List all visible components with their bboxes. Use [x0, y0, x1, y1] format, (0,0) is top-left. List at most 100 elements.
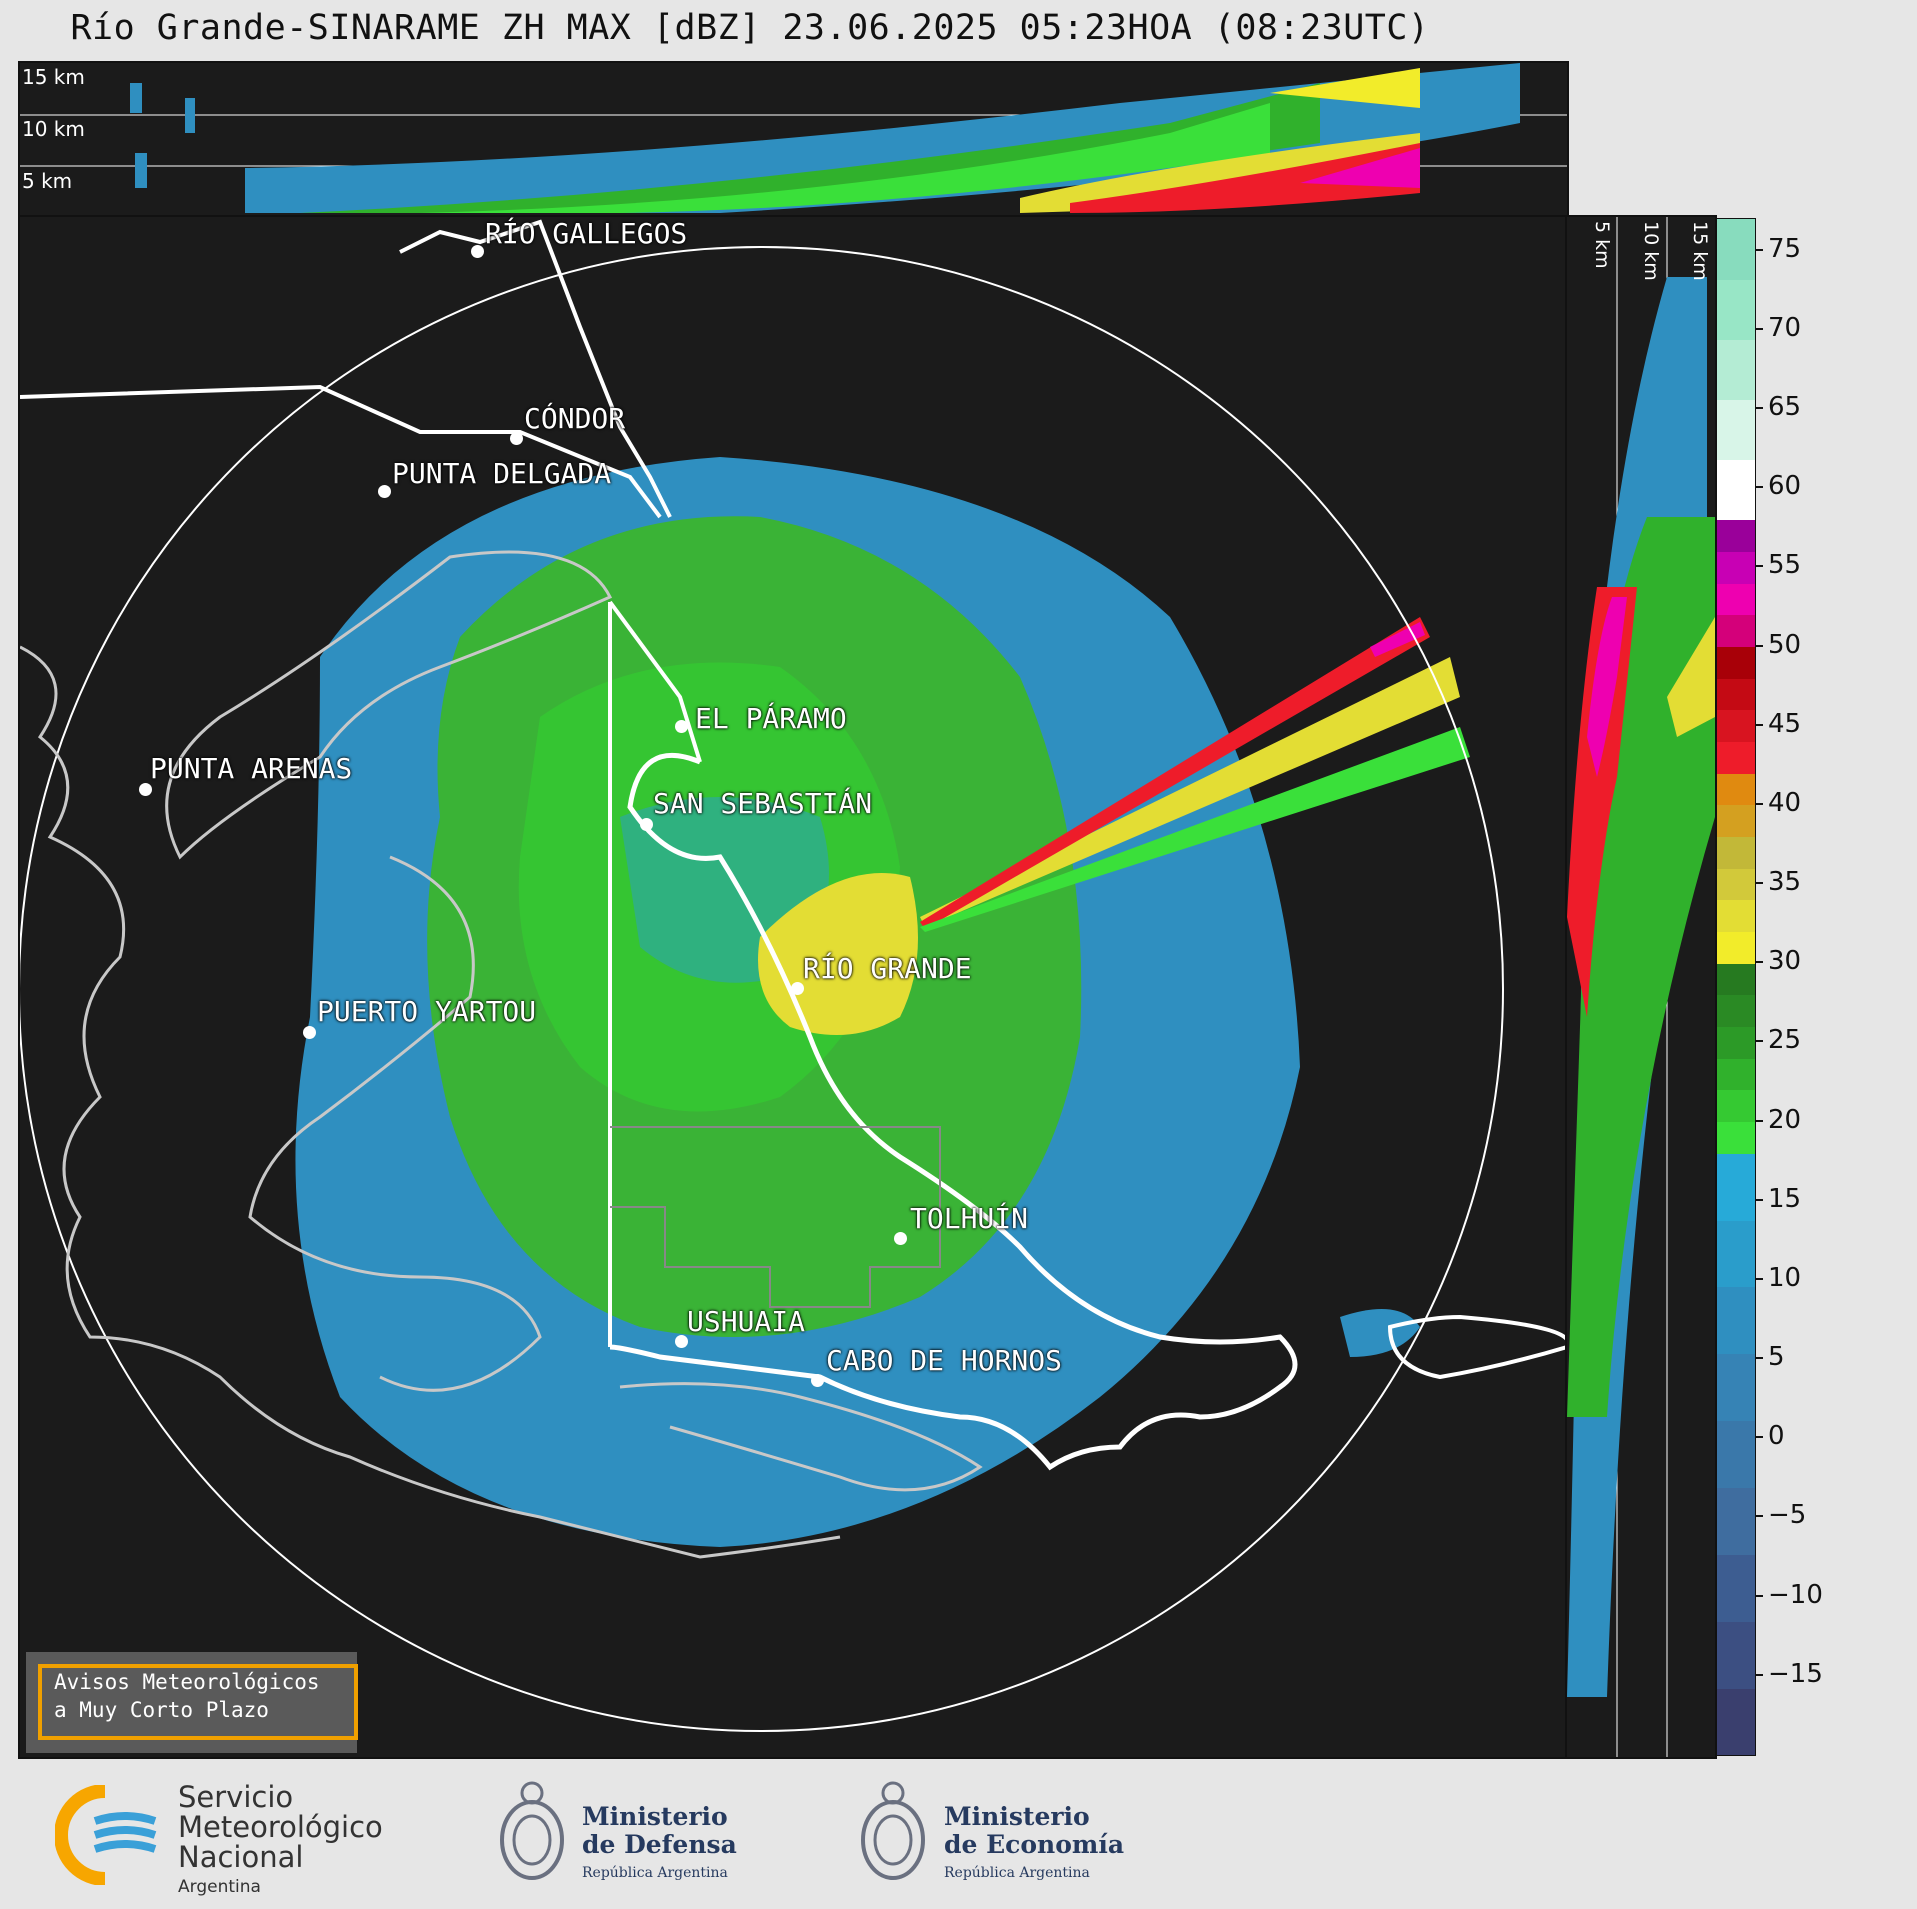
city-label-rio-grande: RÍO GRANDE	[803, 952, 972, 985]
colorbar-segment	[1717, 773, 1755, 806]
colorbar-segment	[1717, 614, 1755, 648]
side-cross-section-echoes	[1567, 217, 1715, 1757]
side-height-label-10km: 10 km	[1640, 221, 1662, 281]
economia-logo-line-1: Ministerio	[944, 1802, 1090, 1831]
colorbar-segment	[1717, 279, 1755, 340]
coastline-west	[20, 645, 841, 1559]
city-label-puerto-yartou: PUERTO YARTOU	[317, 995, 537, 1028]
colorbar-segment	[1717, 1286, 1755, 1355]
colorbar-tick-label: 15	[1768, 1183, 1802, 1214]
colorbar-tick-label: 10	[1768, 1262, 1802, 1293]
top-cross-section-panel: 15 km 10 km 5 km	[18, 61, 1569, 219]
city-marker-puerto-yartou	[303, 1026, 316, 1039]
city-marker-el-paramo	[675, 720, 688, 733]
colorbar-tick-label: 75	[1768, 233, 1802, 264]
smn-logo-line-2: Meteorológico	[178, 1810, 383, 1844]
city-label-cabo-de-hornos: CABO DE HORNOS	[826, 1344, 1063, 1377]
colorbar-tick-label: 25	[1768, 1025, 1802, 1056]
avisos-panel[interactable]: Avisos Meteorológicos a Muy Corto Plazo	[26, 1652, 358, 1753]
colorbar-segment	[1717, 963, 1755, 996]
colorbar-segment	[1717, 219, 1755, 280]
range-ring	[20, 246, 1504, 1732]
colorbar-tick	[1755, 1436, 1763, 1439]
radar-map-panel[interactable]: RÍO GALLEGOS CÓNDOR PUNTA DELGADA EL PÁR…	[18, 215, 1569, 1759]
radar-map[interactable]	[20, 217, 1567, 1757]
colorbar-segment	[1717, 741, 1755, 774]
top-height-label-10km: 10 km	[22, 117, 85, 141]
smn-logo-text: Servicio Meteorológico Nacional Argentin…	[178, 1782, 383, 1902]
avisos-line-1: Avisos Meteorológicos	[54, 1670, 320, 1694]
city-label-san-sebastian: SAN SEBASTIÁN	[653, 787, 873, 820]
defensa-logo-line-1: Ministerio	[582, 1802, 728, 1831]
colorbar-segment	[1717, 399, 1755, 461]
colorbar-tick-label: 50	[1768, 629, 1802, 660]
colorbar-segment	[1717, 1554, 1755, 1622]
colorbar-tick	[1755, 802, 1763, 805]
colorbar-tick	[1755, 1594, 1763, 1597]
colorbar-segment	[1717, 583, 1755, 616]
colorbar-segment	[1717, 1420, 1755, 1489]
colorbar-tick	[1755, 1277, 1763, 1280]
colorbar-tick-label: 60	[1768, 471, 1802, 502]
smn-logo-icon	[55, 1785, 165, 1885]
city-label-punta-delgada: PUNTA DELGADA	[392, 457, 612, 490]
smn-logo-line-1: Servicio	[178, 1780, 294, 1814]
smn-logo-line-3: Nacional	[178, 1840, 304, 1874]
city-label-condor: CÓNDOR	[524, 402, 626, 435]
colorbar-tick-label: 20	[1768, 1104, 1802, 1135]
city-marker-rio-grande	[791, 982, 804, 995]
colorbar-tick	[1755, 1515, 1763, 1518]
colorbar-segment	[1717, 899, 1755, 933]
colorbar-segment	[1717, 1621, 1755, 1689]
colorbar-tick-label: 55	[1768, 550, 1802, 581]
colorbar-segment	[1717, 1487, 1755, 1555]
beam-spike-red	[920, 617, 1430, 929]
colorbar-tick	[1755, 1198, 1763, 1201]
avisos-button[interactable]: Avisos Meteorológicos a Muy Corto Plazo	[38, 1664, 358, 1740]
colorbar-tick	[1755, 1040, 1763, 1043]
colorbar-segment	[1717, 459, 1755, 521]
colorbar-segment	[1717, 1353, 1755, 1422]
city-label-punta-arenas: PUNTA ARENAS	[150, 752, 353, 785]
colorbar-tick-label: 30	[1768, 946, 1802, 977]
city-label-rio-gallegos: RÍO GALLEGOS	[485, 217, 688, 250]
colorbar-tick-label: −10	[1768, 1579, 1823, 1610]
city-label-tolhuin: TOLHUÍN	[910, 1202, 1029, 1235]
economia-logo-text: Ministerio de Economía República Argenti…	[944, 1803, 1124, 1887]
colorbar-tick-label: 70	[1768, 312, 1802, 343]
colorbar-segment	[1717, 709, 1755, 743]
colorbar-tick	[1755, 1119, 1763, 1122]
colorbar-segment	[1717, 868, 1755, 901]
colorbar-segment	[1717, 1089, 1755, 1123]
side-height-label-15km: 15 km	[1689, 221, 1711, 281]
colorbar-tick-label: 5	[1768, 1342, 1785, 1373]
city-label-el-paramo: EL PÁRAMO	[695, 702, 847, 735]
colorbar-segment	[1717, 1688, 1755, 1756]
colorbar-tick	[1755, 407, 1763, 410]
top-cross-section-echoes	[20, 63, 1567, 213]
colorbar-segment	[1717, 551, 1755, 584]
colorbar-segment	[1717, 339, 1755, 401]
colorbar-segment	[1717, 1058, 1755, 1091]
chart-title: Río Grande-SINARAME ZH MAX [dBZ] 23.06.2…	[70, 8, 1430, 48]
economia-coat-of-arms-icon	[861, 1781, 925, 1880]
city-marker-cabo-de-hornos	[811, 1374, 824, 1387]
colorbar-tick	[1755, 327, 1763, 330]
economia-logo-line-2: de Economía	[944, 1830, 1125, 1859]
dbz-colorbar	[1716, 218, 1756, 1756]
coastline-tierra-del-fuego	[609, 752, 1298, 1471]
city-marker-tolhuin	[894, 1232, 907, 1245]
defensa-coat-of-arms-icon	[500, 1781, 564, 1880]
colorbar-segment	[1717, 1220, 1755, 1288]
colorbar-segment	[1717, 804, 1755, 838]
colorbar-tick-label: 40	[1768, 787, 1802, 818]
city-marker-punta-delgada	[378, 485, 391, 498]
colorbar-tick	[1755, 961, 1763, 964]
city-label-ushuaia: USHUAIA	[687, 1305, 806, 1338]
colorbar-tick	[1755, 248, 1763, 251]
colorbar-segment	[1717, 836, 1755, 869]
side-height-label-5km: 5 km	[1591, 221, 1613, 269]
colorbar-segment	[1717, 519, 1755, 553]
colorbar-tick-label: 45	[1768, 708, 1802, 739]
city-marker-rio-gallegos	[471, 245, 484, 258]
